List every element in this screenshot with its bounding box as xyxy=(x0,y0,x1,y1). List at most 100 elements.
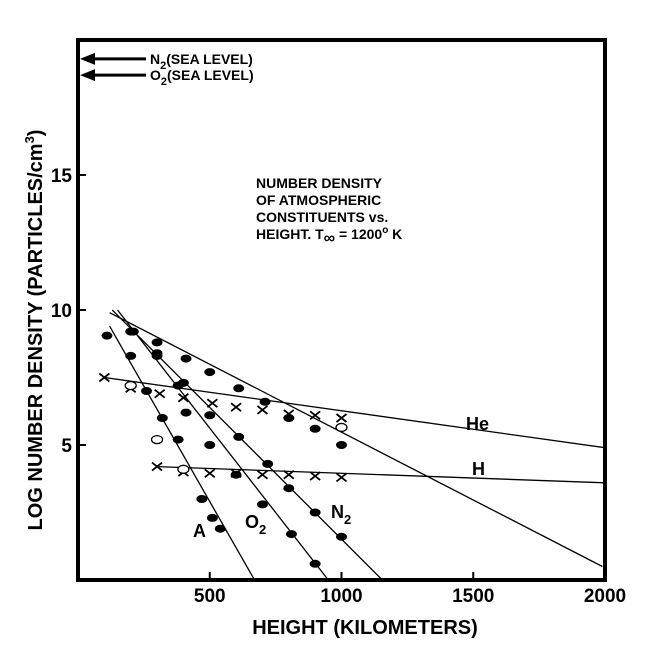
point-he xyxy=(309,410,321,421)
x-tick-label: 500 xyxy=(194,586,226,607)
sea-level-text: (SEA LEVEL) xyxy=(166,51,253,67)
series-label-main: A xyxy=(193,521,206,541)
point-n2 xyxy=(151,349,163,358)
sea-level-arrowhead xyxy=(80,69,95,82)
point-o xyxy=(309,424,321,433)
point-n2 xyxy=(233,432,245,441)
x-mark-stroke xyxy=(309,471,321,481)
point-a xyxy=(206,513,218,522)
x-mark-stroke xyxy=(335,472,348,483)
point-he xyxy=(230,402,242,412)
sea-level-species-sub: 2 xyxy=(160,60,166,72)
point-o2 xyxy=(309,559,321,568)
series-label-h: H xyxy=(472,459,485,479)
point-o2 xyxy=(256,500,268,509)
series-label-a: A xyxy=(193,521,206,541)
y-tick-label: 5 xyxy=(61,436,72,457)
point-he xyxy=(154,388,166,399)
title-temp-sup: o xyxy=(382,225,388,236)
open-point xyxy=(150,434,164,445)
series-line-h xyxy=(157,465,605,484)
title-line-2: OF ATMOSPHERIC xyxy=(256,192,381,208)
point-n2 xyxy=(204,411,216,420)
title-temp-unit: K xyxy=(388,226,402,242)
point-h xyxy=(151,461,163,472)
point-n2 xyxy=(177,378,189,387)
point-h xyxy=(335,472,348,483)
point-n2 xyxy=(283,484,295,493)
series-label-main: He xyxy=(466,414,489,434)
sea-level-label: O2(SEA LEVEL) xyxy=(150,67,254,88)
point-o xyxy=(233,384,245,393)
open-point xyxy=(335,422,348,433)
y-axis-label-main: LOG NUMBER DENSITY (PARTICLES/cm xyxy=(25,143,47,530)
point-o xyxy=(125,327,137,336)
point-o xyxy=(151,338,163,347)
sea-level-arrowhead xyxy=(80,52,95,65)
series-points xyxy=(98,327,348,568)
point-o xyxy=(259,397,271,406)
series-line-o xyxy=(109,312,603,568)
sea-level-label: N2(SEA LEVEL) xyxy=(150,51,253,72)
point-he xyxy=(335,413,348,423)
series-label-main: N xyxy=(331,502,344,522)
sea-level-species: N xyxy=(150,51,160,67)
plot-frame xyxy=(76,38,607,582)
point-a xyxy=(125,351,137,360)
point-a xyxy=(196,495,208,503)
series-label-he: He xyxy=(466,414,489,434)
series-label-sub: 2 xyxy=(344,512,351,527)
series-label-main: H xyxy=(472,459,485,479)
x-mark-stroke xyxy=(309,410,321,421)
sea-level-n2: N2(SEA LEVEL) xyxy=(80,51,253,72)
title-line-1: NUMBER DENSITY xyxy=(256,175,383,191)
title-temp-value: = 1200 xyxy=(335,226,382,242)
sea-level-markers: N2(SEA LEVEL)O2(SEA LEVEL) xyxy=(80,51,254,88)
point-h xyxy=(283,469,295,480)
x-tick-label: 1000 xyxy=(320,586,362,607)
point-o2 xyxy=(285,530,297,539)
axis-ticks: 500 1000 1500 2000 5 10 15 xyxy=(51,166,626,607)
series-label-sub: 2 xyxy=(259,522,266,537)
point-a xyxy=(172,435,184,444)
point-a xyxy=(141,387,153,395)
title-line-4: HEIGHT. T xyxy=(256,226,324,242)
x-mark-stroke xyxy=(283,469,295,480)
series-line-a xyxy=(109,325,256,580)
series-label-o2: O2 xyxy=(245,512,266,537)
x-mark-stroke xyxy=(151,461,163,472)
point-o xyxy=(204,368,216,377)
y-axis-label-close: ) xyxy=(25,130,47,137)
title-line-3: CONSTITUENTS vs. xyxy=(256,209,388,225)
x-axis-label: HEIGHT (KILOMETERS) xyxy=(252,617,478,639)
point-n2 xyxy=(262,459,274,468)
x-tick-label: 2000 xyxy=(584,586,626,607)
point-a xyxy=(101,331,113,340)
point-a xyxy=(214,524,226,533)
point-he xyxy=(283,409,295,419)
series-lines xyxy=(104,309,605,580)
x-mark-stroke xyxy=(256,469,269,480)
chart-title: NUMBER DENSITY OF ATMOSPHERIC CONSTITUEN… xyxy=(256,175,402,247)
y-axis-label: LOG NUMBER DENSITY (PARTICLES/cm3) xyxy=(22,130,47,531)
point-a xyxy=(156,414,168,422)
point-h xyxy=(230,468,242,479)
point-o xyxy=(336,441,347,449)
point-h xyxy=(256,469,269,480)
x-mark-stroke xyxy=(204,468,216,479)
point-he xyxy=(98,372,110,383)
y-tick-label: 10 xyxy=(51,301,72,322)
x-mark-stroke xyxy=(256,405,269,415)
x-mark-stroke xyxy=(206,398,218,408)
point-he xyxy=(177,393,189,403)
y-axis-label-sup: 3 xyxy=(22,136,37,143)
sea-level-text: (SEA LEVEL) xyxy=(167,67,254,83)
point-o2 xyxy=(204,441,216,449)
series-line-he xyxy=(104,376,605,449)
point-h xyxy=(309,471,321,481)
sea-level-species: O xyxy=(150,67,161,83)
x-mark-stroke xyxy=(335,413,348,423)
x-mark-stroke xyxy=(230,402,242,412)
